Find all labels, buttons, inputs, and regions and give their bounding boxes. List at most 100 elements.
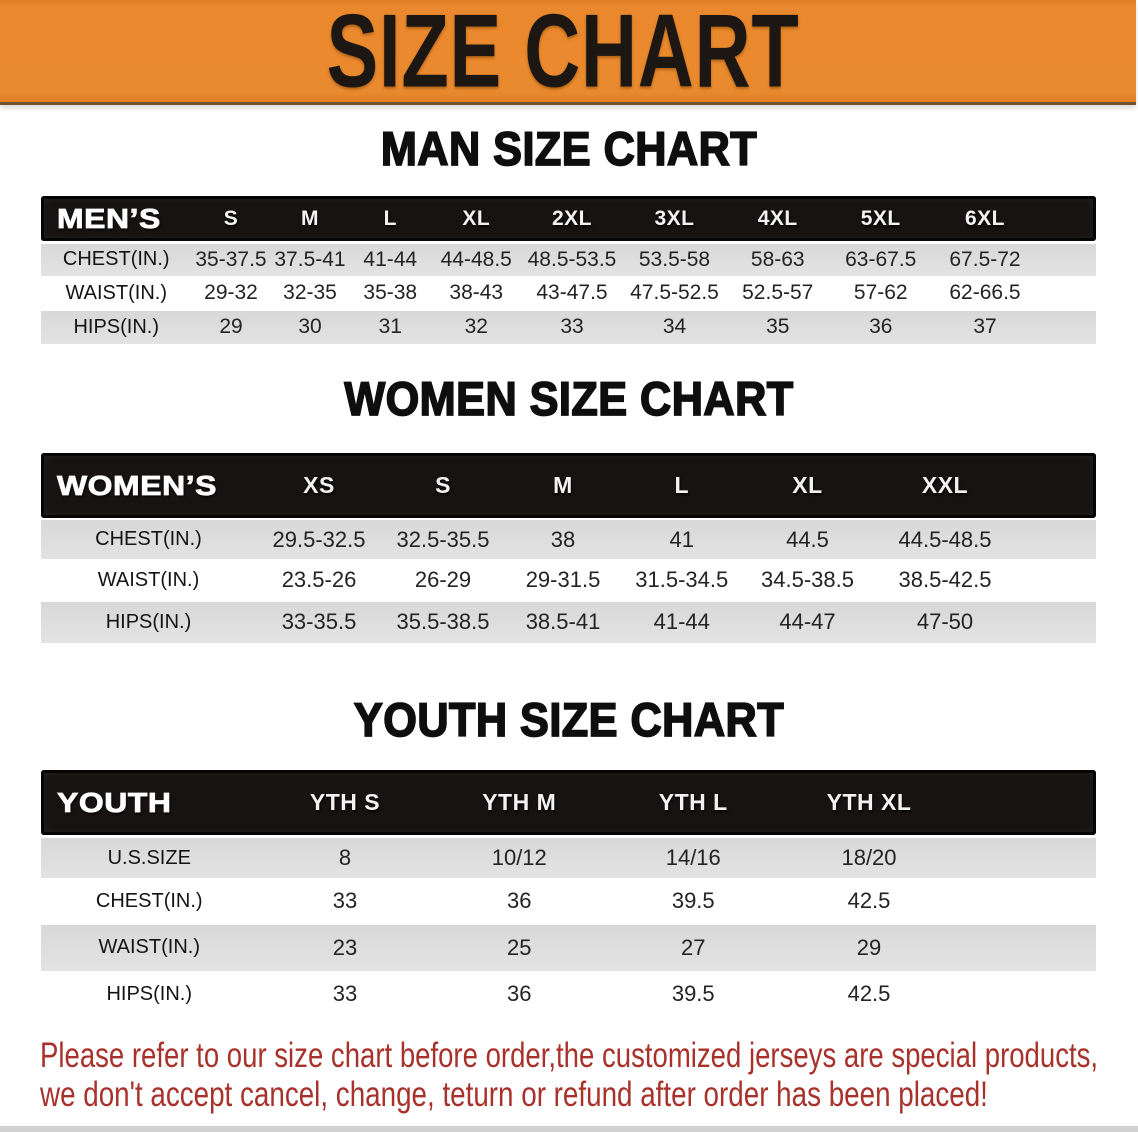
size-value: 44-47 xyxy=(779,609,836,635)
women-table-row: WAIST(IN.) 23.5-26 26-29 29-31.5 31.5-34… xyxy=(41,559,1096,602)
size-value: 41-44 xyxy=(363,247,418,271)
youth-col-header: YTH XL xyxy=(826,789,912,815)
men-col-header: 5XL xyxy=(860,206,901,230)
size-value: 25 xyxy=(507,934,532,960)
size-value: 53.5-58 xyxy=(638,247,711,271)
women-size-table: WOMEN’S XS S M L XL XXL CHEST(IN.) 29.5-… xyxy=(41,453,1096,643)
size-value: 10/12 xyxy=(491,845,547,870)
size-value: 32 xyxy=(464,315,488,339)
men-group-label: MEN’S xyxy=(56,202,161,234)
men-table-body: CHEST(IN.) 35-37.5 37.5-41 41-44 44-48.5… xyxy=(41,244,1096,344)
size-value: 38-43 xyxy=(449,281,504,304)
size-value: 33 xyxy=(332,981,358,1007)
row-label-text: U.S.SIZE xyxy=(107,846,191,869)
size-value: 41-44 xyxy=(653,609,710,635)
size-value: 58-63 xyxy=(750,247,805,271)
size-value: 47.5-52.5 xyxy=(630,281,719,304)
size-value: 35 xyxy=(766,315,790,339)
row-label-text: HIPS(IN.) xyxy=(106,982,193,1005)
women-col-header: L xyxy=(674,472,690,498)
row-label: WAIST(IN.) xyxy=(65,281,167,304)
men-col-header: 4XL xyxy=(757,206,798,230)
size-value: 35-37.5 xyxy=(195,247,267,271)
row-label: U.S.SIZE xyxy=(41,847,258,870)
size-value: 29 xyxy=(856,934,882,960)
size-value: 8 xyxy=(338,845,352,870)
row-label-text: CHEST(IN.) xyxy=(95,889,203,912)
men-table-row: CHEST(IN.) 35-37.5 37.5-41 41-44 44-48.5… xyxy=(41,244,1096,276)
men-col-header: 6XL xyxy=(964,206,1005,230)
size-value: 39.5 xyxy=(671,888,715,914)
youth-col-header: YTH S xyxy=(309,789,381,815)
men-size-table: MEN’S S M L XL 2XL 3XL 4XL 5XL 6XL CHEST… xyxy=(41,196,1096,344)
size-value: 26-29 xyxy=(414,567,472,593)
women-chart-title: WOMEN SIZE CHART xyxy=(344,372,794,425)
women-col-header: XS xyxy=(303,472,335,498)
women-col-header: XXL xyxy=(921,472,969,498)
size-value: 67.5-72 xyxy=(949,247,1021,271)
men-col-header: L xyxy=(383,206,397,230)
size-value: 63-67.5 xyxy=(845,247,917,271)
size-value: 34 xyxy=(662,315,687,339)
row-label: HIPS(IN.) xyxy=(73,315,160,338)
size-value: 44.5-48.5 xyxy=(898,526,992,552)
size-value: 41 xyxy=(669,526,694,552)
banner: SIZE CHART xyxy=(0,0,1136,105)
size-value: 32-35 xyxy=(283,281,337,304)
row-label: CHEST(IN.) xyxy=(41,528,256,551)
youth-col-header: YTH M xyxy=(482,789,557,815)
size-value: 31 xyxy=(378,315,402,339)
size-value: 48.5-53.5 xyxy=(527,247,617,271)
youth-table-header: YOUTH YTH S YTH M YTH L YTH XL xyxy=(41,770,1096,835)
women-table-row: CHEST(IN.) 29.5-32.5 32.5-35.5 38 41 44.… xyxy=(41,520,1096,559)
women-col-header: M xyxy=(553,472,573,498)
size-value: 52.5-57 xyxy=(742,281,814,304)
row-label: CHEST(IN.) xyxy=(62,248,170,271)
size-value: 62-66.5 xyxy=(949,281,1021,304)
size-value: 47-50 xyxy=(916,609,974,635)
size-value: 36 xyxy=(507,888,532,914)
women-col-header: S xyxy=(435,472,451,498)
size-value: 39.5 xyxy=(671,981,715,1007)
women-col-header: XL xyxy=(792,472,823,498)
men-col-header: 3XL xyxy=(654,206,695,230)
men-col-header: 2XL xyxy=(551,206,592,230)
size-value: 29.5-32.5 xyxy=(272,526,366,552)
men-col-header: M xyxy=(301,206,319,230)
row-label-text: WAIST(IN.) xyxy=(98,936,200,959)
youth-chart-title: YOUTH SIZE CHART xyxy=(353,693,785,746)
size-value: 35.5-38.5 xyxy=(396,609,490,635)
row-label: HIPS(IN.) xyxy=(41,983,258,1006)
size-value: 33-35.5 xyxy=(281,609,357,635)
men-table-header: MEN’S S M L XL 2XL 3XL 4XL 5XL 6XL xyxy=(41,196,1096,241)
size-value: 35-38 xyxy=(363,281,418,304)
size-value: 36 xyxy=(507,981,532,1007)
row-label-text: WAIST(IN.) xyxy=(97,568,200,591)
size-value: 42.5 xyxy=(847,981,891,1007)
size-value: 38.5-42.5 xyxy=(898,567,992,593)
youth-table-row: WAIST(IN.) 23 25 27 29 xyxy=(41,924,1096,971)
size-value: 30 xyxy=(298,315,322,339)
size-value: 29-31.5 xyxy=(525,567,601,593)
row-label: CHEST(IN.) xyxy=(41,890,258,913)
row-label: HIPS(IN.) xyxy=(41,611,256,634)
size-value: 44.5 xyxy=(786,526,829,552)
women-table-header: WOMEN’S XS S M L XL XXL xyxy=(41,453,1096,518)
size-value: 33 xyxy=(560,315,584,339)
size-value: 38.5-41 xyxy=(525,609,601,635)
size-value: 38 xyxy=(550,526,576,552)
size-value: 27 xyxy=(681,934,706,960)
size-value: 44-48.5 xyxy=(440,247,512,271)
size-value: 29 xyxy=(219,315,243,339)
youth-group-label: YOUTH xyxy=(56,786,172,818)
size-value: 31.5-34.5 xyxy=(635,567,729,593)
youth-table-row: U.S.SIZE 8 10/12 14/16 18/20 xyxy=(41,838,1096,878)
size-value: 37.5-41 xyxy=(274,247,346,271)
women-table-row: HIPS(IN.) 33-35.5 35.5-38.5 38.5-41 41-4… xyxy=(41,601,1096,643)
banner-title: SIZE CHART xyxy=(326,0,800,110)
size-value: 34.5-38.5 xyxy=(761,567,854,593)
size-value: 42.5 xyxy=(847,888,891,914)
size-value: 57-62 xyxy=(853,281,908,304)
men-col-header: XL xyxy=(462,206,491,230)
